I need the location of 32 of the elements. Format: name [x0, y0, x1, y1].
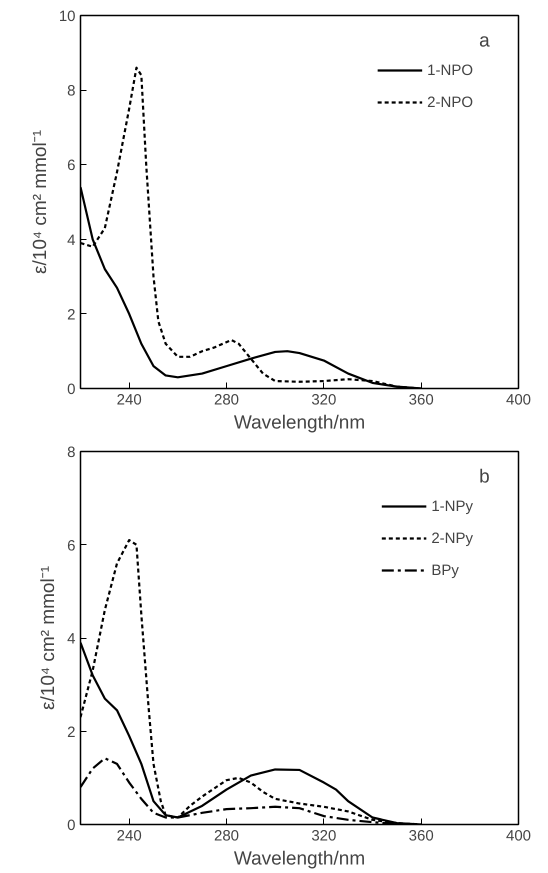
x-tick-label: 280 — [214, 828, 240, 844]
y-tick-label: 8 — [67, 82, 76, 100]
x-tick-label: 360 — [408, 392, 434, 408]
legend-label: 2-NPy — [431, 530, 473, 546]
x-tick-label: 240 — [116, 828, 142, 844]
x-tick-label: 360 — [408, 828, 434, 844]
y-tick-label: 4 — [67, 232, 76, 249]
y-tick-label: 4 — [67, 630, 76, 648]
y-tick-label: 0 — [67, 817, 76, 834]
x-tick-label: 280 — [214, 392, 240, 408]
legend-label: BPy — [431, 562, 459, 578]
y-axis-title: ε/10⁴ cm² mmol⁻¹ — [30, 130, 51, 274]
x-axis-title: Wavelength/nm — [234, 412, 366, 434]
x-tick-label: 400 — [506, 828, 532, 844]
x-tick-label: 240 — [116, 392, 142, 408]
y-axis-title: ε/10⁴ cm² mmol⁻¹ — [38, 566, 60, 710]
y-tick-label: 2 — [67, 306, 76, 324]
x-axis-title: Wavelength/nm — [234, 848, 366, 870]
annotation: b — [479, 466, 490, 488]
y-tick-label: 2 — [67, 724, 76, 741]
y-tick-label: 10 — [58, 8, 76, 25]
x-tick-label: 320 — [311, 828, 336, 844]
y-tick-label: 0 — [67, 381, 76, 398]
legend-label: 1-NPO — [427, 62, 473, 78]
y-tick-label: 6 — [67, 157, 76, 174]
legend-label: 2-NPO — [427, 94, 473, 110]
y-tick-label: 6 — [67, 537, 76, 554]
x-tick-label: 320 — [311, 392, 336, 408]
annotation: a — [479, 30, 490, 52]
x-tick-label: 400 — [506, 392, 532, 408]
y-tick-label: 8 — [67, 444, 76, 461]
legend-label: 1-NPy — [431, 498, 473, 514]
